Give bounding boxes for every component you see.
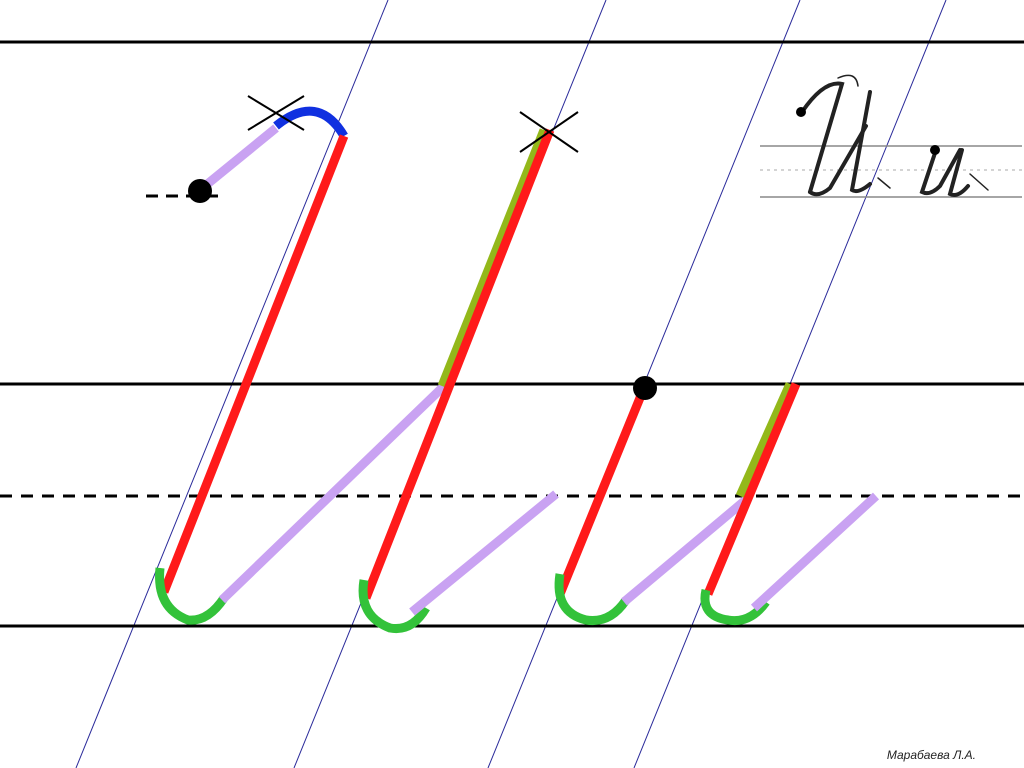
loop-stroke (700, 588, 770, 626)
top-arc (273, 106, 348, 139)
author-credit: Марабаева Л.А. (886, 748, 976, 762)
cross-mark (519, 111, 579, 153)
start-point (796, 107, 806, 117)
connector-stroke (197, 124, 279, 194)
loop-stroke (554, 573, 630, 626)
main-stroke (703, 382, 801, 596)
sample-capital-letter (800, 74, 891, 197)
loop-stroke (358, 579, 430, 634)
loop-stroke (155, 567, 228, 625)
main-stroke (361, 128, 555, 600)
letter-capital-i-first (146, 95, 448, 625)
ruling-lines (0, 40, 1024, 628)
main-stroke (159, 134, 349, 594)
start-point (930, 145, 940, 155)
connector-stroke (750, 492, 880, 612)
letter-capital-i-second (358, 111, 579, 634)
start-point (633, 376, 657, 400)
cross-mark (247, 95, 305, 131)
main-stroke (555, 386, 649, 596)
sample-letters (760, 74, 1022, 198)
overlay-stroke (735, 382, 795, 498)
sample-lowercase-letter (919, 148, 989, 197)
start-point (188, 179, 212, 203)
connector-stroke (218, 382, 448, 604)
letter-lowercase-i (554, 376, 880, 626)
connector-stroke (409, 490, 559, 616)
connector-stroke (621, 494, 751, 606)
overlay-stroke (437, 128, 549, 388)
